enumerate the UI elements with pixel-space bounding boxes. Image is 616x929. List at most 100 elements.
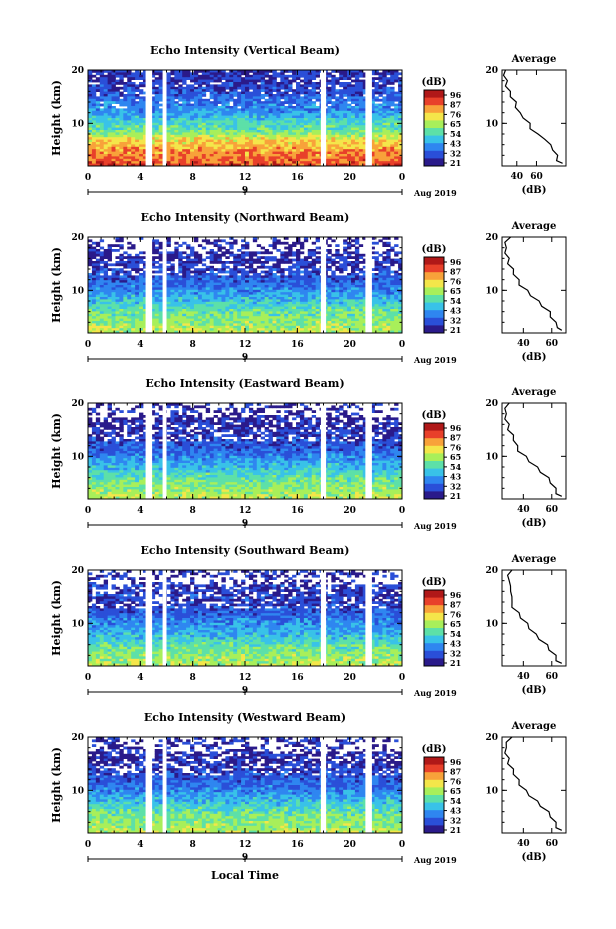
heatmap-cell xyxy=(394,113,399,116)
heatmap-cell xyxy=(139,101,144,104)
heatmap-cell xyxy=(350,144,356,148)
heatmap-cell xyxy=(268,304,273,307)
heatmap-cell xyxy=(252,280,258,283)
heatmap-cell xyxy=(280,91,285,95)
heatmap-cell xyxy=(190,158,195,162)
heatmap-cell xyxy=(150,125,156,128)
heatmap-cell xyxy=(362,82,368,85)
colorbar-segment xyxy=(424,103,444,106)
heatmap-cell xyxy=(288,282,293,286)
heatmap-cell xyxy=(354,94,360,97)
heatmap-cell xyxy=(209,130,215,133)
heatmap-cell xyxy=(311,82,317,85)
heatmap-cell xyxy=(256,297,262,300)
heatmap-cell xyxy=(107,94,112,97)
heatmap-cell xyxy=(213,127,218,131)
heatmap-cell xyxy=(217,108,222,112)
heatmap-cell xyxy=(303,106,309,109)
heatmap-cell xyxy=(311,275,317,279)
heatmap-cell xyxy=(190,156,195,160)
heatmap-cell xyxy=(229,130,234,133)
heatmap-cell xyxy=(182,256,187,259)
x-tick-label: 0 xyxy=(399,173,405,183)
heatmap-cell xyxy=(107,263,112,267)
heatmap-cell xyxy=(127,282,132,286)
heatmap-cell xyxy=(91,282,97,286)
heatmap-cell xyxy=(350,151,356,155)
heatmap-cell xyxy=(296,96,301,100)
heatmap-cell xyxy=(166,101,171,104)
heatmap-cell xyxy=(303,134,309,138)
heatmap-cell xyxy=(296,91,301,95)
heatmap-cell xyxy=(264,98,269,102)
heatmap-cell xyxy=(248,139,254,143)
heatmap-cell xyxy=(398,113,402,116)
heatmap-cell xyxy=(135,108,140,112)
heatmap-cell xyxy=(205,154,211,157)
heatmap-cell xyxy=(252,292,258,295)
heatmap-cell xyxy=(197,261,203,264)
heatmap-cell xyxy=(190,287,195,291)
heatmap-cell xyxy=(241,72,246,76)
heatmap-cell xyxy=(252,98,258,102)
heatmap-cell xyxy=(374,139,379,143)
heatmap-cell xyxy=(390,130,395,133)
heatmap-cell xyxy=(178,113,183,116)
heatmap-cell xyxy=(276,239,281,243)
heatmap-cell xyxy=(292,265,297,269)
heatmap-cell xyxy=(237,301,242,305)
heatmap-cell xyxy=(123,277,128,281)
heatmap-cell xyxy=(256,251,262,255)
heatmap-cell xyxy=(193,256,199,259)
heatmap-cell xyxy=(123,144,128,148)
heatmap-cell xyxy=(170,86,175,90)
heatmap-cell xyxy=(343,256,348,259)
heatmap-cell xyxy=(127,292,132,295)
heatmap-cell xyxy=(213,89,218,92)
heatmap-cell xyxy=(111,294,116,298)
heatmap-cell xyxy=(256,130,262,133)
heatmap-cell xyxy=(260,297,266,300)
heatmap-cell xyxy=(201,149,207,152)
heatmap-cell xyxy=(256,301,262,305)
heatmap-cell xyxy=(178,163,183,166)
heatmap-cell xyxy=(296,70,301,73)
heatmap-cell xyxy=(378,294,383,298)
heatmap-cell xyxy=(213,301,218,305)
heatmap-cell xyxy=(213,256,218,259)
heatmap-cell xyxy=(272,282,277,286)
heatmap-cell xyxy=(370,110,375,114)
heatmap-cell xyxy=(280,253,285,257)
heatmap-cell xyxy=(256,118,262,121)
heatmap-cell xyxy=(386,127,391,131)
heatmap-cell xyxy=(343,261,348,264)
heatmap-cell xyxy=(201,70,207,73)
heatmap-cell xyxy=(107,297,112,300)
heatmap-cell xyxy=(362,144,368,148)
heatmap-cell xyxy=(170,280,175,283)
heatmap-cell xyxy=(221,106,226,109)
heatmap-cell xyxy=(186,108,191,112)
heatmap-cell xyxy=(241,277,246,281)
heatmap-cell xyxy=(335,137,340,140)
heatmap-cell xyxy=(335,113,340,116)
heatmap-cell xyxy=(150,304,156,307)
heatmap-cell xyxy=(256,149,262,152)
heatmap-cell xyxy=(190,292,195,295)
heatmap-cell xyxy=(315,120,320,124)
heatmap-cell xyxy=(127,106,132,109)
heatmap-cell xyxy=(201,239,207,243)
heatmap-cell xyxy=(260,287,266,291)
heatmap-cell xyxy=(221,137,226,140)
heatmap-cell xyxy=(362,113,368,116)
heatmap-cell xyxy=(311,122,317,126)
heatmap-cell xyxy=(182,82,187,85)
heatmap-cell xyxy=(331,149,336,152)
heatmap-cell xyxy=(158,89,163,92)
heatmap-cell xyxy=(315,256,320,259)
heatmap-cell xyxy=(394,294,399,298)
heatmap-cell xyxy=(91,91,97,95)
heatmap-cell xyxy=(284,84,289,88)
heatmap-cell xyxy=(217,294,222,298)
heatmap-cell xyxy=(217,292,222,295)
